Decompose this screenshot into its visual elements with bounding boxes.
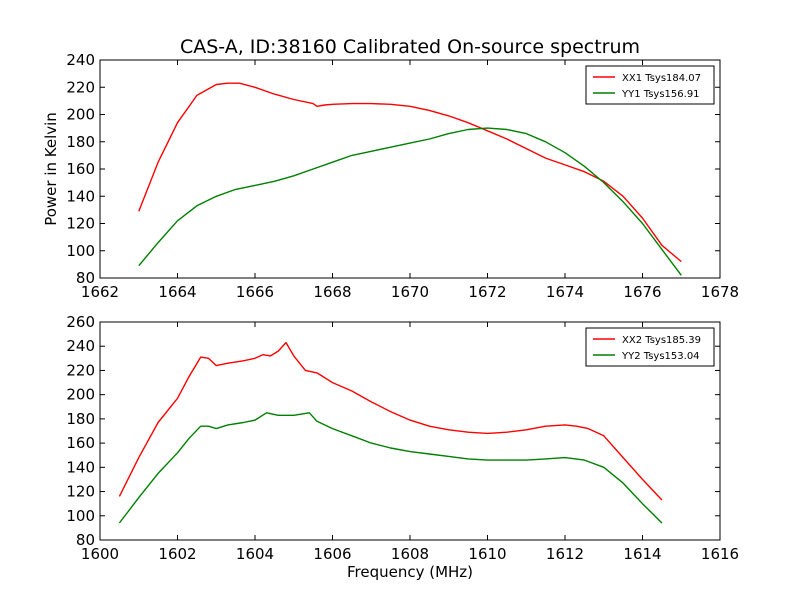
y-tick-label-1-8: 220 (66, 78, 95, 96)
y-tick-label-2-1: 80 (76, 531, 95, 549)
x-tick-label-2-9: 1616 (701, 545, 739, 563)
x-tick-label-2-3: 1604 (236, 545, 274, 563)
y-tick-label-2-6: 180 (66, 410, 95, 428)
y-tick-label-1-5: 160 (66, 160, 95, 178)
x-tick-label-2-4: 1606 (313, 545, 351, 563)
legend-label-1-1: XX1 Tsys184.07 (622, 73, 701, 84)
series-line-1-1 (138, 82, 682, 263)
legend-box-2 (585, 327, 715, 367)
y-tick-label-2-5: 160 (66, 434, 95, 452)
x-tick-label-1-9: 1678 (701, 283, 739, 301)
y-tick-label-2-4: 140 (66, 458, 95, 476)
x-tick-label-1-4: 1668 (313, 283, 351, 301)
chart-title: CAS-A, ID:38160 Calibrated On-source spe… (180, 36, 640, 58)
x-tick-label-2-7: 1612 (546, 545, 584, 563)
y-tick-label-1-4: 140 (66, 187, 95, 205)
legend-label-2-1: XX2 Tsys185.39 (622, 335, 701, 346)
y-tick-label-1-3: 120 (66, 215, 95, 233)
top-plot-panel: 1662 1664 1666 1668 1670 1672 1674 1676 1678 80 10… (42, 51, 739, 301)
x-tick-label-2-6: 1610 (468, 545, 506, 563)
y-tick-label-1-9: 240 (66, 51, 95, 69)
legend-label-2-2: YY2 Tsys153.04 (621, 351, 700, 362)
x-tick-label-1-8: 1676 (623, 283, 661, 301)
y-tick-label-2-3: 120 (66, 483, 95, 501)
bottom-plot-panel: 1600 1602 1604 1606 1608 1610 1612 1614 1616 80 10… (66, 313, 739, 581)
legend-label-1-2: YY1 Tsys156.91 (621, 89, 700, 100)
x-tick-label-2-2: 1602 (158, 545, 196, 563)
x-tick-label-1-6: 1672 (468, 283, 506, 301)
y-tick-label-2-9: 240 (66, 337, 95, 355)
legend-1: XX1 Tsys184.07 YY1 Tsys156.91 (585, 65, 715, 105)
y-axis-label-1: Power in Kelvin (42, 112, 60, 226)
y-tick-label-2-2: 100 (66, 507, 95, 525)
x-tick-label-1-7: 1674 (546, 283, 584, 301)
y-tick-label-1-1: 80 (76, 269, 95, 287)
y-tick-label-1-2: 100 (66, 242, 95, 260)
x-tick-label-1-1: 1662 (81, 283, 119, 301)
y-tick-label-2-10: 260 (66, 313, 95, 331)
series-line-2-2 (118, 412, 663, 524)
y-tick-label-1-7: 200 (66, 106, 95, 124)
series-line-1-2 (138, 127, 682, 276)
x-tick-label-1-3: 1666 (236, 283, 274, 301)
x-tick-label-2-8: 1614 (623, 545, 661, 563)
legend-box-1 (585, 65, 715, 105)
x-tick-label-2-5: 1608 (391, 545, 429, 563)
x-tick-label-1-5: 1670 (391, 283, 429, 301)
y-tick-label-2-8: 220 (66, 361, 95, 379)
x-tick-label-2-1: 1600 (81, 545, 119, 563)
x-tick-label-1-2: 1664 (158, 283, 196, 301)
legend-2: XX2 Tsys185.39 YY2 Tsys153.04 (585, 327, 715, 367)
y-tick-label-2-7: 200 (66, 386, 95, 404)
y-tick-label-1-6: 180 (66, 133, 95, 151)
x-axis-label-2: Frequency (MHz) (347, 563, 473, 581)
series-line-2-1 (118, 341, 663, 501)
